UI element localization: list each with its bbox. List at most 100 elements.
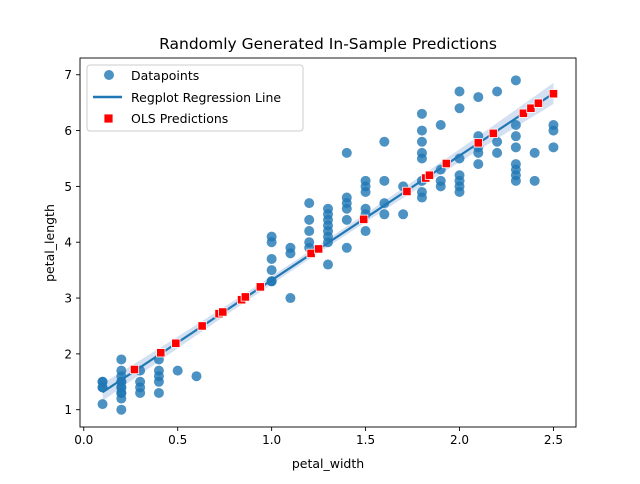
datapoint bbox=[398, 209, 409, 220]
ols-prediction-marker bbox=[156, 348, 166, 358]
y-axis: 1 2 3 4 5 6 7 bbox=[64, 68, 80, 417]
datapoint bbox=[379, 175, 390, 186]
datapoint bbox=[153, 387, 164, 398]
datapoint bbox=[116, 387, 127, 398]
datapoint bbox=[529, 147, 540, 158]
datapoint bbox=[379, 136, 390, 147]
y-tick-label: 6 bbox=[64, 124, 72, 138]
x-tick-label: 1.5 bbox=[356, 433, 375, 447]
y-tick-label: 3 bbox=[64, 292, 72, 306]
predictions-layer bbox=[129, 89, 559, 375]
y-tick-label: 1 bbox=[64, 403, 72, 417]
ols-prediction-marker bbox=[171, 338, 181, 348]
ols-prediction-marker bbox=[240, 292, 250, 302]
ols-prediction-marker bbox=[548, 89, 559, 99]
legend-predictions-marker bbox=[103, 113, 114, 124]
datapoint bbox=[341, 242, 352, 253]
datapoint bbox=[323, 259, 333, 270]
datapoint bbox=[266, 265, 277, 276]
datapoint bbox=[548, 142, 559, 153]
datapoint bbox=[323, 203, 333, 214]
datapoint bbox=[454, 86, 465, 97]
datapoint bbox=[379, 198, 390, 209]
datapoint bbox=[153, 371, 164, 382]
datapoint bbox=[97, 399, 108, 410]
x-tick-label: 2.5 bbox=[544, 433, 563, 447]
plot-frame bbox=[79, 57, 577, 428]
ols-prediction-marker bbox=[488, 128, 498, 138]
ols-prediction-marker bbox=[218, 307, 228, 317]
ols-prediction-marker bbox=[424, 170, 435, 180]
ols-prediction-marker bbox=[518, 108, 528, 118]
x-tick-label: 2.0 bbox=[450, 433, 469, 447]
datapoint bbox=[285, 242, 296, 253]
datapoint bbox=[304, 198, 315, 209]
legend-box bbox=[86, 64, 304, 132]
ols-prediction-marker bbox=[533, 98, 544, 108]
datapoint bbox=[510, 75, 521, 86]
datapoint bbox=[510, 159, 521, 170]
datapoint bbox=[172, 365, 183, 376]
chart-title: Randomly Generated In-Sample Predictions bbox=[159, 35, 497, 53]
ols-prediction-marker bbox=[359, 214, 369, 224]
datapoint bbox=[416, 108, 427, 119]
y-tick-label: 4 bbox=[64, 236, 72, 250]
legend-datapoints-marker bbox=[104, 70, 114, 80]
legend-regression-line-label: Regplot Regression Line bbox=[131, 90, 281, 105]
datapoint bbox=[529, 175, 540, 186]
ols-prediction-marker bbox=[255, 282, 265, 292]
datapoint bbox=[341, 192, 352, 203]
ols-prediction-marker bbox=[197, 321, 207, 331]
legend: Datapoints Regplot Regression Line OLS P… bbox=[86, 64, 304, 132]
datapoint bbox=[435, 175, 446, 186]
datapoint bbox=[473, 92, 484, 103]
datapoint bbox=[360, 175, 371, 186]
datapoint bbox=[285, 293, 296, 304]
datapoint bbox=[266, 231, 277, 242]
datapoint bbox=[304, 237, 315, 248]
x-tick-label: 0.0 bbox=[74, 433, 93, 447]
datapoint bbox=[266, 253, 277, 264]
datapoint bbox=[510, 142, 521, 153]
datapoint bbox=[473, 159, 484, 170]
ols-prediction-marker bbox=[402, 186, 412, 197]
datapoint bbox=[492, 136, 503, 147]
datapoint bbox=[454, 103, 465, 114]
x-tick-label: 0.5 bbox=[168, 433, 187, 447]
datapoint bbox=[416, 136, 427, 147]
ols-prediction-marker bbox=[129, 364, 140, 375]
plot-area bbox=[97, 75, 559, 415]
datapoint bbox=[135, 376, 146, 387]
datapoint bbox=[510, 131, 521, 142]
datapoint bbox=[548, 119, 559, 130]
datapoint bbox=[116, 354, 127, 365]
x-axis-label: petal_width bbox=[292, 456, 364, 471]
y-tick-label: 2 bbox=[64, 347, 72, 361]
datapoint bbox=[191, 371, 202, 382]
ols-prediction-marker bbox=[473, 138, 483, 148]
datapoint bbox=[341, 214, 352, 225]
datapoint bbox=[379, 209, 390, 220]
ols-prediction-marker bbox=[526, 103, 536, 113]
datapoint bbox=[492, 86, 503, 97]
datapoint bbox=[341, 147, 352, 158]
datapoint bbox=[435, 119, 446, 130]
datapoint bbox=[304, 226, 315, 237]
datapoint bbox=[360, 226, 371, 237]
legend-predictions-label: OLS Predictions bbox=[131, 111, 228, 126]
y-tick-label: 5 bbox=[64, 180, 72, 194]
datapoint bbox=[416, 147, 427, 158]
y-tick-label: 7 bbox=[64, 68, 72, 82]
datapoint bbox=[416, 186, 427, 197]
x-tick-label: 1.0 bbox=[262, 433, 281, 447]
legend-datapoints-label: Datapoints bbox=[131, 68, 199, 83]
datapoint bbox=[116, 365, 127, 376]
datapoint bbox=[454, 170, 465, 181]
datapoint bbox=[360, 203, 371, 214]
ols-prediction-marker bbox=[314, 244, 324, 254]
datapoint bbox=[510, 119, 521, 130]
x-axis: 0.0 0.5 1.0 1.5 2.0 2.5 bbox=[74, 427, 563, 447]
datapoint bbox=[116, 404, 127, 415]
